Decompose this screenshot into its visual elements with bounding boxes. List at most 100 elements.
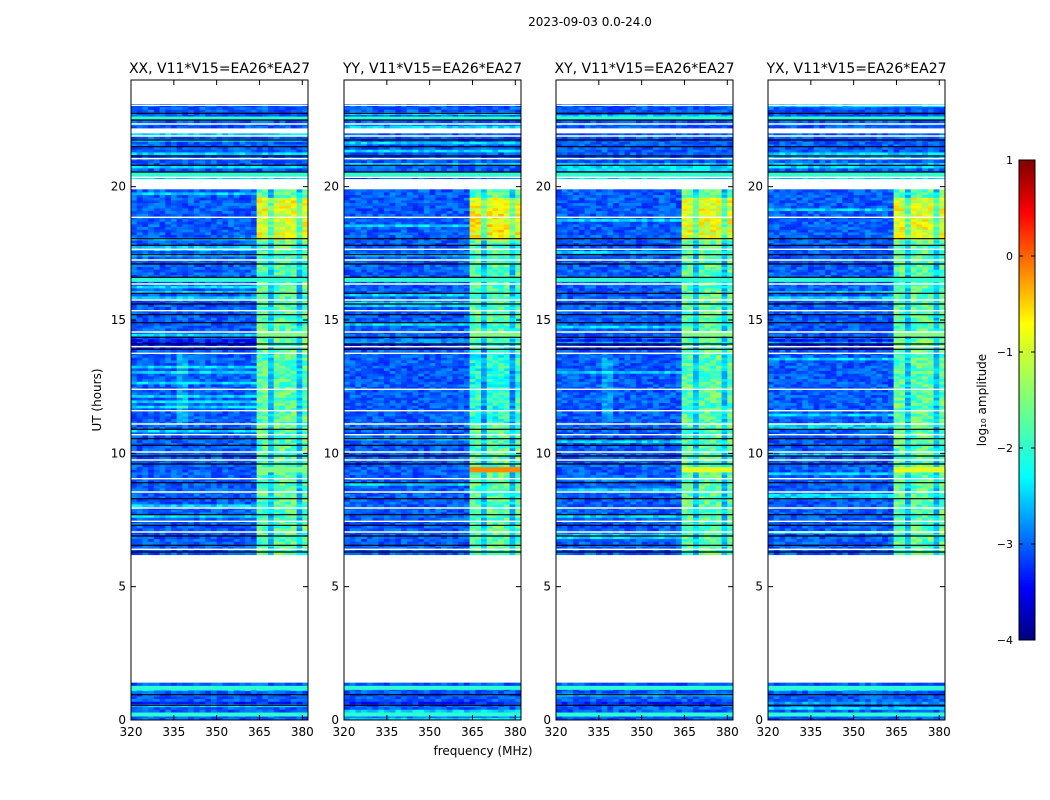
heatmap-cell [239, 274, 246, 278]
heatmap-cell [148, 325, 155, 329]
heatmap-cell [285, 362, 292, 366]
heatmap-cell [296, 546, 303, 550]
heatmap-cell [199, 333, 206, 337]
heatmap-cell [159, 442, 166, 446]
heatmap-cell [170, 360, 178, 364]
heatmap-cell [250, 392, 258, 396]
heatmap-cell [228, 440, 235, 444]
heatmap-cell [153, 261, 160, 265]
heatmap-cell [176, 320, 183, 324]
heatmap-cell [199, 456, 206, 460]
heatmap-cell [222, 682, 229, 686]
heatmap-cell [136, 394, 143, 398]
heatmap-cell [296, 341, 303, 345]
heatmap-cell [159, 386, 166, 390]
heatmap-cell [153, 400, 160, 404]
heatmap-cell [233, 472, 240, 476]
heatmap-cell [142, 229, 149, 233]
heatmap-cell [285, 528, 292, 532]
heatmap-cell [296, 333, 303, 337]
heatmap-cell [222, 434, 229, 438]
heatmap-cell [205, 285, 212, 289]
heatmap-cell [205, 341, 212, 345]
heatmap-cell [296, 690, 303, 694]
heatmap-cell [188, 421, 195, 425]
heatmap-cell [176, 213, 183, 217]
heatmap-cell [159, 354, 166, 358]
heatmap-cell [245, 442, 252, 446]
heatmap-cell [250, 226, 258, 230]
heatmap-cell [239, 517, 246, 521]
heatmap-cell [193, 202, 200, 206]
heatmap-cell [222, 240, 229, 244]
heatmap-cell [233, 501, 240, 505]
heatmap-cell [256, 266, 263, 270]
heatmap-cell [131, 349, 138, 353]
heatmap-cell [245, 480, 252, 484]
heatmap-cell [188, 325, 195, 329]
heatmap-cell [199, 250, 206, 254]
heatmap-cell [273, 552, 280, 556]
heatmap-cell [131, 485, 138, 489]
heatmap-cell [142, 194, 149, 198]
heatmap-cell [205, 541, 212, 545]
heatmap-cell [256, 432, 263, 436]
heatmap-cell [239, 690, 246, 694]
heatmap-cell [228, 378, 235, 382]
heatmap-cell [256, 312, 263, 316]
heatmap-cell [182, 514, 189, 518]
heatmap-cell [182, 322, 189, 326]
heatmap-cell [170, 304, 178, 308]
heatmap-cell [182, 381, 189, 385]
heatmap-cell [170, 354, 178, 358]
heatmap-cell [193, 370, 200, 374]
heatmap-cell [228, 354, 235, 358]
heatmap-cell [222, 362, 229, 366]
heatmap-cell [279, 717, 286, 720]
heatmap-cell [262, 293, 269, 297]
heatmap-cell [290, 378, 297, 382]
heatmap-cell [296, 501, 303, 505]
heatmap-cell [199, 402, 206, 406]
heatmap-cell [165, 394, 172, 398]
heatmap-cell [290, 440, 297, 444]
heatmap-cell [199, 536, 206, 540]
heatmap-cell [170, 200, 178, 204]
heatmap-cell [290, 349, 297, 353]
heatmap-cell [136, 474, 143, 478]
heatmap-cell [222, 306, 229, 310]
heatmap-cell [268, 296, 275, 300]
heatmap-cell [290, 202, 297, 206]
heatmap-cell [273, 317, 280, 321]
heatmap-cell [159, 384, 166, 388]
heatmap-cell [165, 541, 172, 545]
heatmap-cell [216, 200, 223, 204]
heatmap-cell [256, 392, 263, 396]
heatmap-cell [159, 706, 166, 710]
heatmap-cell [148, 354, 155, 358]
heatmap-cell [228, 445, 235, 449]
heatmap-cell [296, 250, 303, 254]
heatmap-cell [136, 386, 143, 390]
heatmap-cell [131, 538, 138, 542]
heatmap-cell [216, 397, 223, 401]
heatmap-cell [262, 224, 269, 228]
heatmap-cell [239, 160, 246, 164]
heatmap-cell [205, 392, 212, 396]
heatmap-cell [205, 210, 212, 214]
heatmap-cell [256, 536, 263, 540]
heatmap-cell [153, 469, 160, 473]
heatmap-cell [205, 474, 212, 478]
heatmap-cell [296, 416, 303, 420]
heatmap-cell [279, 464, 286, 468]
heatmap-cell [148, 384, 155, 388]
heatmap-cell [268, 272, 275, 276]
heatmap-cell [239, 525, 246, 529]
heatmap-cell [193, 194, 200, 198]
heatmap-cell [148, 682, 155, 686]
heatmap-cell [136, 440, 143, 444]
heatmap-cell [159, 498, 166, 502]
heatmap-cell [170, 469, 178, 473]
heatmap-cell [268, 538, 275, 542]
heatmap-cell [210, 274, 218, 278]
